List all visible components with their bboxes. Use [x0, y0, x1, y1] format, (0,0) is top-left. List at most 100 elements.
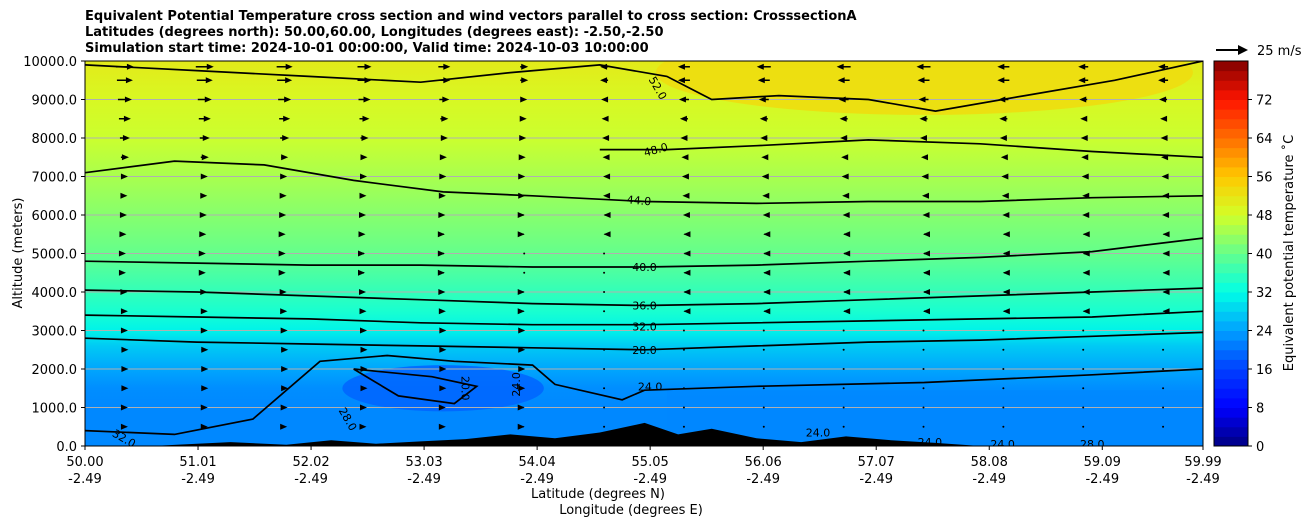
wind-vector-head [443, 63, 451, 70]
wind-vector-head [1082, 308, 1090, 315]
contour-40.0 [85, 237, 1203, 268]
wind-vector-head [1162, 231, 1170, 238]
wind-vector-head [439, 385, 447, 392]
colorbar-tick-label: 8 [1256, 402, 1264, 417]
colorbar-bin [1214, 128, 1248, 139]
wind-vector-head [521, 77, 529, 84]
wind-vector [1082, 387, 1085, 390]
wind-vector-head [517, 231, 525, 238]
x-tick-label-lat: 52.02 [292, 455, 329, 470]
colorbar-bin [1214, 176, 1248, 187]
wind-vector-head [1082, 269, 1090, 276]
wind-vector-head [441, 115, 449, 122]
wind-vector-head [758, 96, 766, 103]
contour-lines [85, 61, 1203, 436]
wind-vector-head [279, 192, 287, 199]
wind-vector-head [517, 404, 525, 411]
wind-vector [682, 348, 685, 351]
wind-vector-head [1002, 289, 1010, 295]
wind-vector-head [358, 250, 365, 257]
wind-vector-head [364, 63, 372, 70]
wind-vector-head [1081, 173, 1089, 180]
wind-vector-head [763, 269, 771, 276]
wind-vector-head [280, 327, 288, 334]
y-axis-label: Altitude (meters) [11, 198, 26, 309]
wind-vector-head [1002, 231, 1010, 238]
wind-vector-head [518, 385, 526, 392]
colorbar-bin [1214, 330, 1248, 341]
colorbar-bin [1214, 166, 1248, 177]
wind-vector-head [1002, 269, 1010, 276]
x-tick-label-lon: -2.49 [972, 472, 1006, 487]
wind-vector-head [601, 96, 609, 103]
wind-vector-head [763, 250, 771, 257]
wind-vector-head [121, 346, 129, 353]
colorbar-tick-label: 56 [1256, 171, 1273, 186]
wind-vector-head [679, 115, 687, 122]
wind-vector-head [843, 269, 851, 276]
wind-vector-head [360, 366, 368, 372]
colorbar-bin [1214, 397, 1248, 408]
wind-vector-head [437, 250, 445, 257]
wind-vector-head [280, 308, 288, 315]
wind-vector-head [1161, 154, 1169, 161]
wind-vector-head [1001, 192, 1009, 199]
wind-vector-head [923, 289, 930, 295]
wind-vector-head [364, 77, 372, 84]
contour-label: 24.0 [510, 372, 523, 397]
wind-vector-head [916, 63, 924, 70]
wind-vector-head [439, 173, 447, 180]
wind-vector-head [439, 346, 447, 353]
colorbar-bin [1214, 436, 1248, 447]
wind-vector-head [121, 385, 129, 392]
wind-vector-head [1080, 115, 1088, 122]
wind-vector [1082, 425, 1085, 428]
contour-label: 28.0 [1080, 438, 1105, 451]
chart-title-line-3: Simulation start time: 2024-10-01 00:00:… [85, 41, 649, 56]
wind-vector-head [923, 269, 930, 276]
colorbar-bin [1214, 349, 1248, 360]
wind-vector-head [682, 212, 690, 218]
colorbar-label: Equivalent potential temperature ˚C [1281, 135, 1297, 371]
wind-vector-head [517, 308, 525, 315]
colorbar-bin [1214, 263, 1248, 274]
contour-label: 32.0 [632, 321, 657, 334]
wind-vector [523, 252, 526, 255]
wind-vector-head [520, 96, 528, 103]
x-tick-label-lon: -2.49 [633, 472, 667, 487]
wind-vector-head [761, 173, 769, 180]
wind-vector [1162, 329, 1165, 332]
contour-label: 24.0 [806, 427, 831, 440]
wind-vector-head [517, 423, 525, 430]
wind-vector-head [203, 115, 211, 122]
wind-vector [1002, 425, 1005, 428]
wind-vector [603, 348, 606, 351]
wind-vector-head [763, 308, 771, 315]
contour-label: 24.0 [990, 438, 1015, 451]
wind-vector-head [1081, 154, 1089, 161]
wind-vector-head [518, 327, 526, 334]
wind-vector-head [360, 404, 367, 411]
colorbar-bin [1214, 388, 1248, 399]
wind-vector-head [363, 96, 371, 103]
wind-vector-head [678, 96, 686, 103]
colorbar-bin [1214, 292, 1248, 303]
wind-vector-head [681, 173, 689, 180]
wind-vector-head [125, 77, 133, 84]
wind-vector-head [200, 308, 208, 315]
colorbar-bin [1214, 61, 1248, 72]
wind-vector-head [518, 366, 526, 372]
wind-vector-head [1162, 308, 1170, 315]
contour-32.0 [85, 310, 1203, 326]
wind-vector-head [682, 192, 690, 199]
wind-vector-head [202, 135, 210, 141]
wind-vector-head [843, 231, 851, 238]
contour-36.0 [85, 287, 1203, 307]
x-tick-label-lat: 56.06 [745, 455, 782, 470]
wind-vector-head [120, 289, 128, 295]
colorbar-bin [1214, 282, 1248, 293]
wind-vector-head [843, 308, 851, 315]
colorbar-tick-label: 0 [1256, 440, 1264, 455]
x-tick-label-lon: -2.49 [407, 472, 441, 487]
